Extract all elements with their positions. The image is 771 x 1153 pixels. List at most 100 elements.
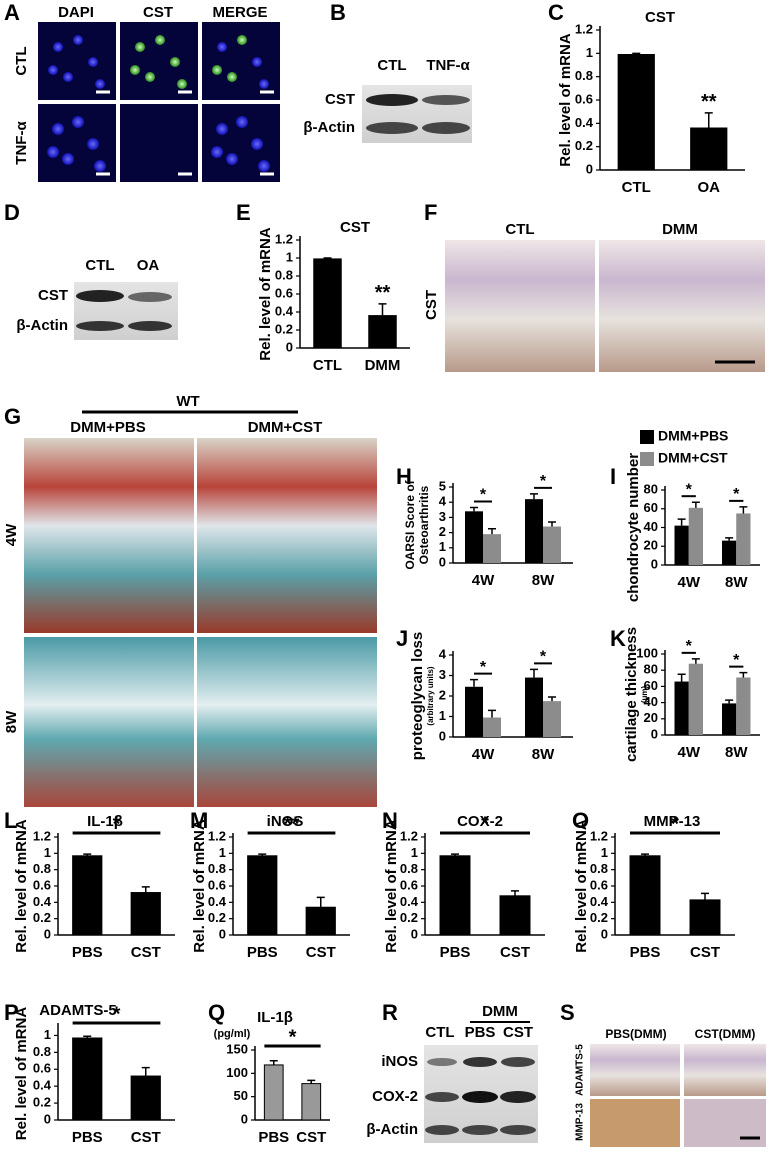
cell bbox=[252, 57, 262, 67]
panel-b: B CTL TNF-α CST β-Actin bbox=[303, 0, 472, 143]
y-tick-label: 1.2 bbox=[33, 828, 51, 843]
error-bar bbox=[316, 896, 325, 908]
y-tick-label: 3 bbox=[439, 509, 446, 524]
panel-letter: I bbox=[610, 464, 616, 489]
y-tick-label: 0 bbox=[219, 926, 226, 941]
row-label: CST bbox=[325, 91, 355, 108]
bar bbox=[525, 677, 543, 737]
micrograph bbox=[120, 104, 198, 182]
cell bbox=[95, 79, 105, 89]
cell bbox=[236, 116, 248, 128]
panel-r: R DMM CTL PBS CST iNOS COX-2 β-Actin bbox=[366, 1000, 538, 1143]
cell bbox=[216, 123, 228, 135]
micrograph bbox=[38, 22, 116, 100]
y-tick-label: 1 bbox=[439, 539, 446, 554]
panel-letter: N bbox=[382, 808, 398, 833]
bar bbox=[674, 681, 689, 735]
error-bar bbox=[739, 506, 748, 514]
cell bbox=[258, 160, 270, 172]
y-axis-label: Osteoarthritis bbox=[417, 485, 431, 564]
y-tick-label: 0.2 bbox=[208, 910, 226, 925]
cell bbox=[94, 160, 106, 172]
panel-s: S PBS(DMM) CST(DMM) ADAMTS-5 MMP-13 bbox=[560, 1000, 766, 1147]
bar bbox=[674, 525, 689, 565]
panel-letter: S bbox=[560, 1000, 575, 1025]
micrograph bbox=[24, 637, 194, 807]
legend-swatch bbox=[640, 430, 654, 444]
band bbox=[76, 290, 124, 302]
micrograph bbox=[202, 22, 280, 100]
y-tick-label: 0.2 bbox=[33, 1095, 51, 1110]
error-bar bbox=[488, 709, 496, 718]
cell bbox=[155, 35, 165, 45]
row-label: 8W bbox=[3, 710, 20, 733]
row-label: iNOS bbox=[381, 1053, 418, 1070]
micrograph bbox=[599, 240, 765, 372]
bar bbox=[439, 855, 471, 936]
y-tick-label: 1 bbox=[601, 845, 608, 860]
significance-label: * bbox=[113, 1003, 121, 1025]
y-tick-label: 0.6 bbox=[400, 877, 418, 892]
y-tick-label: 4 bbox=[439, 646, 447, 661]
row-label: β-Actin bbox=[16, 317, 68, 334]
cell bbox=[227, 72, 237, 82]
y-tick-label: 0.8 bbox=[33, 861, 51, 876]
column-label: DAPI bbox=[58, 4, 94, 21]
micrograph bbox=[684, 1044, 766, 1096]
significance-label: * bbox=[540, 649, 547, 666]
y-axis-label: Rel. level of mRNA bbox=[191, 819, 208, 953]
row-label: CTL bbox=[13, 46, 30, 75]
x-tick-label: CST bbox=[306, 944, 336, 961]
cell bbox=[211, 146, 223, 158]
y-tick-label: 0 bbox=[44, 1111, 51, 1126]
y-tick-label: 1 bbox=[44, 845, 51, 860]
bar bbox=[130, 1075, 161, 1121]
x-tick-label: CST bbox=[296, 1129, 326, 1146]
micrograph bbox=[197, 637, 377, 807]
row-label: ADAMTS-5 bbox=[575, 1044, 586, 1096]
column-label: CTL bbox=[505, 221, 534, 238]
micrograph bbox=[590, 1099, 680, 1147]
significance-label: * bbox=[671, 813, 679, 835]
y-tick-label: 0.4 bbox=[575, 115, 594, 130]
bar bbox=[305, 906, 336, 936]
x-tick-label: PBS bbox=[440, 944, 471, 961]
band bbox=[425, 1092, 459, 1102]
panel-letter: G bbox=[4, 404, 21, 429]
significance-label: * bbox=[686, 481, 693, 498]
column-label: CST(DMM) bbox=[695, 1027, 756, 1041]
y-tick-label: 0.8 bbox=[275, 267, 293, 282]
y-tick-label: 0 bbox=[651, 556, 658, 571]
y-tick-label: 100 bbox=[226, 1065, 248, 1080]
error-bar bbox=[677, 673, 686, 682]
lane-label: CTL bbox=[85, 257, 114, 274]
y-tick-label: 0 bbox=[439, 728, 446, 743]
error-bar bbox=[141, 1066, 150, 1077]
band bbox=[422, 95, 470, 105]
lane-label: TNF-α bbox=[426, 57, 470, 74]
micrograph bbox=[590, 1044, 680, 1096]
cell bbox=[259, 79, 269, 89]
chart-title: iNOS bbox=[267, 813, 304, 830]
panel-a: A DAPI CST MERGE CTL TNF-α bbox=[4, 0, 280, 182]
panel-letter: M bbox=[190, 808, 208, 833]
y-tick-label: 0.4 bbox=[400, 894, 419, 909]
x-tick-label: DMM bbox=[365, 357, 401, 374]
cell bbox=[52, 123, 64, 135]
error-bar bbox=[488, 528, 496, 535]
error-bar bbox=[530, 668, 538, 678]
column-label: MERGE bbox=[212, 4, 267, 21]
panel-d: D CTL OA CST β-Actin bbox=[4, 200, 178, 340]
x-tick-label: 4W bbox=[678, 574, 701, 591]
cell bbox=[88, 57, 98, 67]
y-tick-label: 0.8 bbox=[33, 1044, 51, 1059]
y-axis-label: Rel. level of mRNA bbox=[557, 33, 574, 167]
y-tick-label: 0 bbox=[286, 339, 293, 354]
panel-letter: Q bbox=[208, 1000, 225, 1025]
y-axis-label: Rel. level of mRNA bbox=[257, 227, 274, 361]
band bbox=[76, 321, 124, 331]
y-axis-label: Rel. level of mRNA bbox=[13, 1007, 30, 1141]
cell bbox=[145, 72, 155, 82]
x-tick-label: CTL bbox=[622, 179, 651, 196]
panel-letter: A bbox=[4, 0, 20, 25]
